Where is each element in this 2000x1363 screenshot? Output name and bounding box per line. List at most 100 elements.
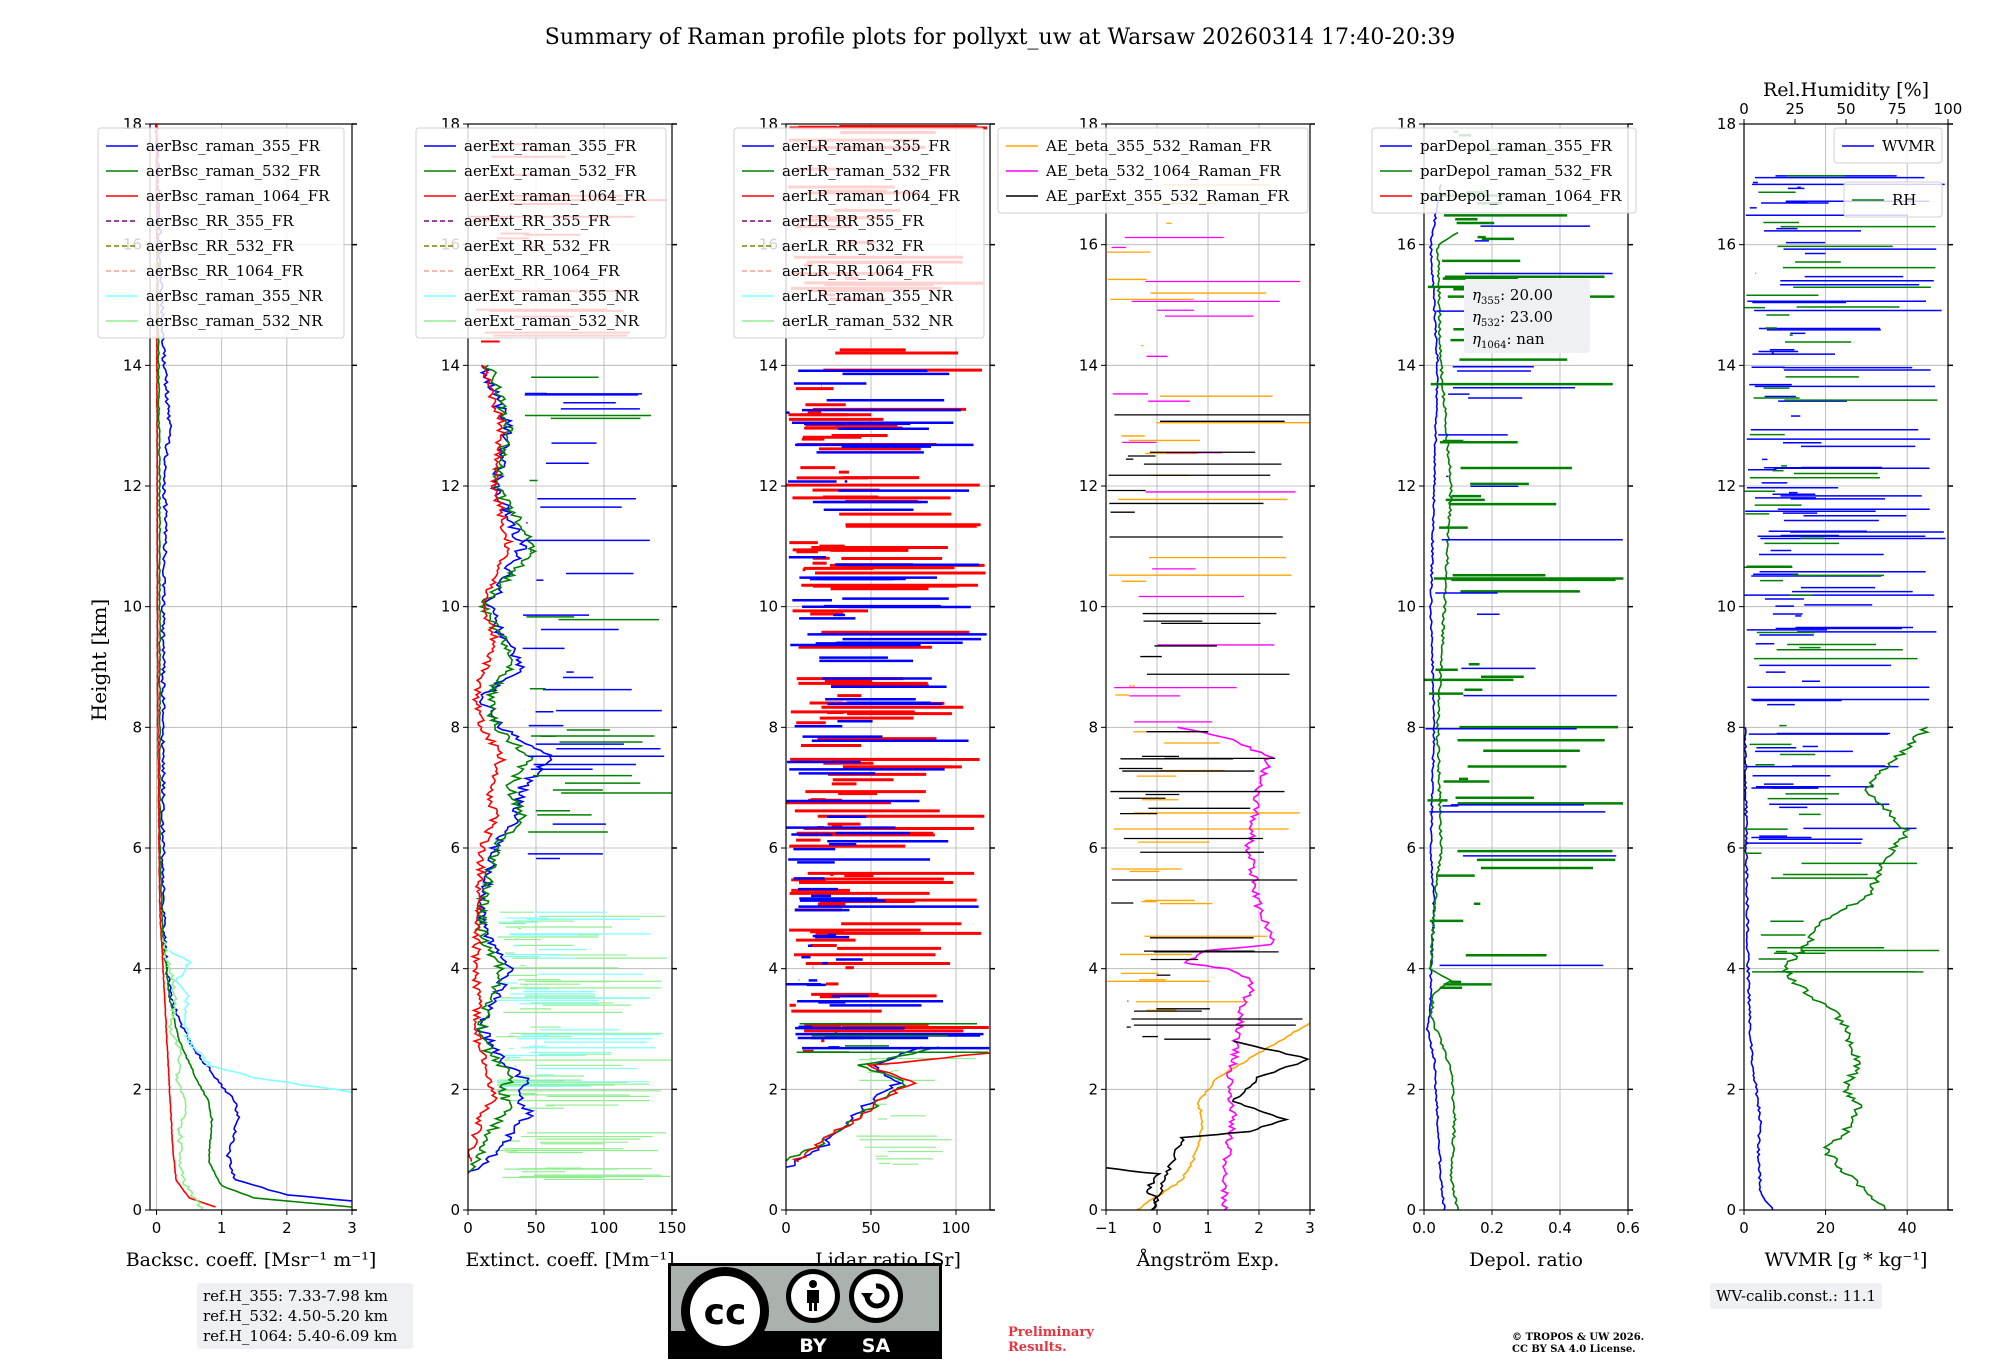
x-tick-label: 2 <box>282 1219 292 1237</box>
x-tick-label: 0 <box>463 1219 473 1237</box>
x-ticks: 0 20 40 <box>1739 1210 1917 1237</box>
series-spikes-WVMR <box>1744 175 1946 844</box>
legend-label: AE_parExt_355_532_Raman_FR <box>1045 187 1290 205</box>
legend-label: aerExt_raman_355_NR <box>464 287 640 305</box>
top-tick-label: 0 <box>1739 100 1749 118</box>
x-tick-label: −1 <box>1095 1219 1117 1237</box>
series-line-aerExt_raman_1064_FR <box>468 364 515 1162</box>
y-tick-label: 8 <box>768 718 778 736</box>
top-tick-label: 100 <box>1934 100 1963 118</box>
y-tick-label: 4 <box>1088 960 1098 978</box>
x-axis-label: Backsc. coeff. [Msr⁻¹ m⁻¹] <box>126 1249 377 1271</box>
cc-license-badge: cc BY SA <box>668 1263 942 1359</box>
x-tick-label: 1 <box>217 1219 227 1237</box>
y-tick-label: 8 <box>1088 718 1098 736</box>
y-tick-label: 16 <box>1079 236 1098 254</box>
y-tick-label: 6 <box>1088 839 1098 857</box>
series-spikes-aerExt_raman_355_FR <box>522 392 665 860</box>
preliminary-note: Preliminary Results. <box>1008 1325 1094 1355</box>
top-tick-label: 50 <box>1836 100 1855 118</box>
x-tick-label: 0.2 <box>1480 1219 1504 1237</box>
y-tick-label: 10 <box>1079 598 1098 616</box>
plot-area <box>1744 175 1946 1210</box>
legend-label: aerBsc_RR_532_FR <box>146 237 294 255</box>
x-tick-label: 20 <box>1816 1219 1835 1237</box>
legend-label: parDepol_raman_355_FR <box>1420 137 1613 155</box>
legend-label: aerLR_raman_355_FR <box>782 137 951 155</box>
legend-label: RH <box>1892 191 1916 209</box>
y-tick-label: 14 <box>441 356 460 374</box>
grid <box>1105 123 1311 1211</box>
x-tick-label: 0 <box>1739 1219 1749 1237</box>
y-tick-label: 0 <box>1088 1201 1098 1219</box>
x-tick-label: 1 <box>1203 1219 1213 1237</box>
y-tick-label: 8 <box>1726 718 1736 736</box>
series-spikes-RH <box>1744 175 1940 973</box>
panel-3: 024681012141618050100Lidar ratio [Sr]aer… <box>733 115 995 1271</box>
y-tick-label: 2 <box>768 1080 778 1098</box>
y-tick-label: 0 <box>132 1201 142 1219</box>
y-tick-label: 2 <box>450 1080 460 1098</box>
legend-label: aerBsc_RR_355_FR <box>146 212 294 230</box>
x-tick-label: 50 <box>526 1219 545 1237</box>
series-spikes-AE_beta_532_1064_Raman_FR <box>1111 236 1301 723</box>
series-spikes-parDepol_raman_532_FR <box>1424 130 1624 989</box>
x-axis-label: Ångström Exp. <box>1136 1249 1280 1271</box>
y-tick-label: 8 <box>132 718 142 736</box>
y-tick-label: 6 <box>1726 839 1736 857</box>
y-tick-label: 2 <box>132 1080 142 1098</box>
y-tick-label: 2 <box>1088 1080 1098 1098</box>
x-tick-label: 0.6 <box>1616 1219 1640 1237</box>
x-tick-label: 0 <box>781 1219 791 1237</box>
y-tick-label: 14 <box>1397 356 1416 374</box>
series-spikes-AE_parExt_355_532_Raman_FR <box>1107 414 1310 1040</box>
eta-line: η532: 23.00 <box>1472 308 1553 329</box>
series-line-parDepol_raman_355_FR <box>1425 184 1446 1210</box>
share-alike-icon <box>849 1269 903 1323</box>
legend-label: aerExt_RR_1064_FR <box>464 262 620 280</box>
legend-label: aerExt_raman_1064_FR <box>464 187 646 205</box>
y-tick-label: 10 <box>759 598 778 616</box>
legend-label: aerLR_RR_1064_FR <box>782 262 934 280</box>
legend-label: aerBsc_raman_532_FR <box>146 162 321 180</box>
y-tick-label: 4 <box>450 960 460 978</box>
panel-1: 0246810121416180123Backsc. coeff. [Msr⁻¹… <box>97 115 377 1271</box>
figure-title: Summary of Raman profile plots for polly… <box>545 25 1455 50</box>
y-tick-label: 4 <box>132 960 142 978</box>
y-tick-label: 8 <box>450 718 460 736</box>
x-tick-label: 100 <box>942 1219 971 1237</box>
legend-label: WVMR <box>1882 137 1936 155</box>
axes-frame <box>467 123 673 1211</box>
legend-label: aerLR_raman_355_NR <box>782 287 953 305</box>
series-line-WVMR <box>1744 727 1774 1210</box>
legend-label: aerBsc_raman_532_NR <box>146 312 323 330</box>
y-tick-label: 0 <box>1726 1201 1736 1219</box>
legend: AE_beta_355_532_Raman_FR AE_beta_532_1064… <box>997 127 1309 214</box>
svg-text:BY: BY <box>799 1335 826 1357</box>
legend: aerLR_raman_355_FR aerLR_raman_532_FR aerL… <box>733 127 985 339</box>
legend: aerExt_raman_355_FR aerExt_raman_532_FRae… <box>415 127 667 339</box>
legend-label: aerExt_raman_532_NR <box>464 312 640 330</box>
x-tick-label: 0 <box>152 1219 162 1237</box>
y-tick-label: 0 <box>1406 1201 1416 1219</box>
x-axis-label: Depol. ratio <box>1469 1249 1583 1271</box>
x-tick-label: 0 <box>1152 1219 1162 1237</box>
svg-text:cc: cc <box>704 1292 747 1333</box>
legend: parDepol_raman_355_FR parDepol_raman_532_… <box>1371 127 1637 214</box>
ref-height-1064: ref.H_1064: 5.40-6.09 km <box>203 1327 398 1345</box>
series-line-AE_beta_355_532_Raman_FR <box>1136 1022 1310 1210</box>
y-tick-label: 12 <box>441 477 460 495</box>
legend-label: aerExt_raman_532_FR <box>464 162 637 180</box>
ref-height-box: ref.H_355: 7.33-7.98 km ref.H_532: 4.50-… <box>197 1283 413 1349</box>
x-tick-label: 3 <box>347 1219 357 1237</box>
legend-label: AE_beta_532_1064_Raman_FR <box>1045 162 1281 180</box>
top-axis-label: Rel.Humidity [%] <box>1763 79 1929 101</box>
x-tick-label: 0.0 <box>1412 1219 1436 1237</box>
legend-label: aerLR_raman_1064_FR <box>782 187 960 205</box>
